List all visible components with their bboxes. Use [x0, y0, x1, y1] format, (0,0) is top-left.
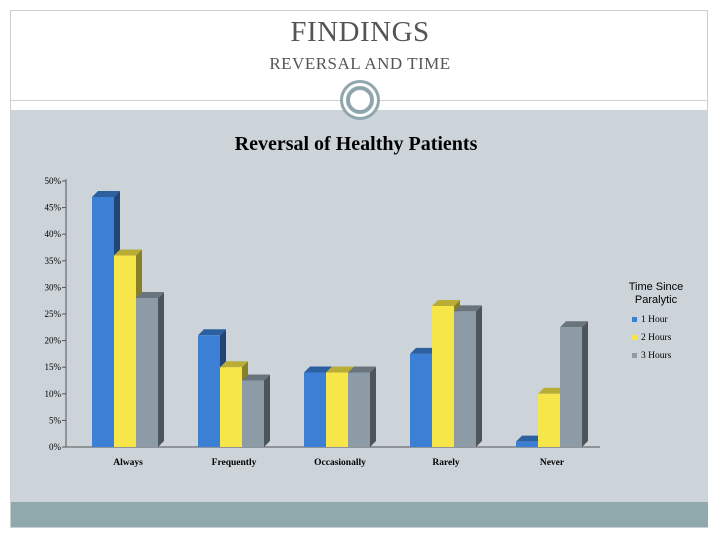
bar-top: [242, 374, 270, 381]
y-tick-label: 10%: [45, 389, 62, 399]
slide-subtitle: REVERSAL AND TIME: [269, 54, 451, 73]
bar: [348, 372, 370, 447]
bar-top: [410, 347, 438, 354]
bar-top: [136, 292, 164, 299]
bar-top: [114, 249, 142, 256]
bar: [454, 311, 476, 447]
legend-swatch: [632, 317, 637, 322]
bar-top: [92, 190, 120, 197]
y-tick-label: 40%: [45, 229, 62, 239]
y-tick-label: 50%: [45, 176, 62, 186]
bar-top: [304, 366, 332, 373]
y-tick-label: 25%: [45, 309, 62, 319]
title-divider-right: [380, 100, 708, 101]
slide-title: FINDINGS: [290, 16, 430, 48]
y-tick-label: 20%: [45, 336, 62, 346]
legend: Time Since Paralytic 1 Hour 2 Hours 3 Hour…: [629, 281, 684, 361]
bottom-band: [11, 502, 708, 527]
bar-top: [516, 435, 544, 442]
legend-title: Time Since: [629, 281, 684, 293]
y-tick-label: 0%: [49, 442, 62, 452]
title-divider-left: [11, 100, 341, 101]
bar: [410, 353, 432, 447]
y-tick-label: 5%: [49, 415, 62, 425]
bar-side: [264, 374, 270, 447]
legend-swatch: [632, 353, 637, 358]
bar: [198, 335, 220, 447]
bar-top: [432, 300, 460, 307]
y-tick-label: 30%: [45, 282, 62, 292]
bar: [136, 298, 158, 447]
bar-top: [220, 361, 248, 368]
bar-top: [348, 366, 376, 373]
bar-side: [582, 321, 588, 447]
bar-top: [454, 305, 482, 312]
legend-label: 2 Hours: [641, 333, 672, 343]
bar: [304, 372, 326, 447]
chart-title: Reversal of Healthy Patients: [235, 133, 478, 155]
bar-side: [370, 366, 376, 447]
bar: [516, 441, 538, 447]
bar: [538, 393, 560, 447]
bar-top: [560, 321, 588, 328]
bar: [432, 306, 454, 447]
bar-top: [198, 329, 226, 336]
bar: [560, 327, 582, 447]
legend-label: 3 Hours: [641, 351, 672, 361]
plot-area: 0% 5% 10% 15% 20% 25% 30% 35% 40% 45% 50% Always Fre…: [45, 176, 600, 468]
bar-top: [326, 366, 354, 373]
y-tick-label: 45%: [45, 203, 62, 213]
x-tick-label: Frequently: [212, 458, 257, 468]
bar-side: [158, 292, 164, 447]
bar: [242, 380, 264, 447]
x-tick-label: Always: [113, 458, 143, 468]
legend-label: 1 Hour: [641, 315, 668, 325]
circle-ornament-icon: [340, 80, 380, 120]
x-tick-label: Rarely: [432, 458, 460, 468]
bar-top: [538, 387, 566, 394]
legend-title-line2: Paralytic: [635, 294, 678, 306]
bar: [220, 367, 242, 447]
y-tick-label: 35%: [45, 256, 62, 266]
y-tick-label: 15%: [45, 362, 62, 372]
legend-swatch: [632, 335, 637, 340]
bar-side: [476, 305, 482, 447]
x-tick-label: Never: [540, 458, 565, 468]
bar: [326, 372, 348, 447]
bar: [92, 196, 114, 447]
bar: [114, 255, 136, 447]
x-tick-label: Occasionally: [314, 458, 366, 468]
